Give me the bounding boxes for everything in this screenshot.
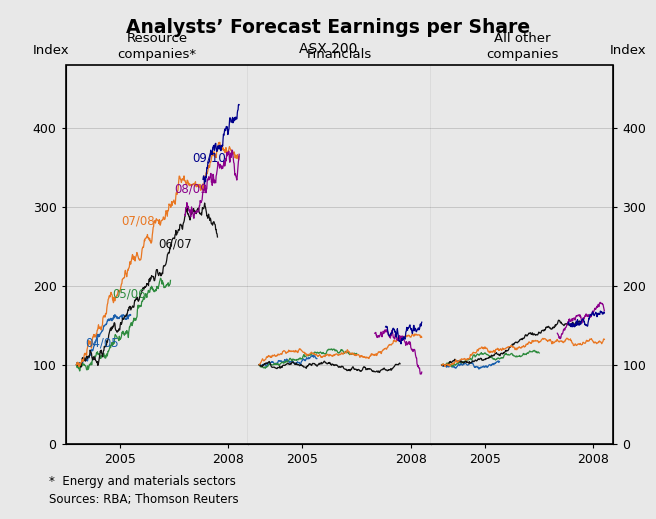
- Text: Index: Index: [609, 44, 646, 57]
- Text: ASX 200: ASX 200: [299, 42, 357, 56]
- Text: 05/06: 05/06: [113, 288, 146, 301]
- Text: Resource
companies*: Resource companies*: [117, 32, 196, 61]
- Text: All other
companies: All other companies: [486, 32, 558, 61]
- Text: Financials: Financials: [307, 48, 372, 61]
- Text: Sources: RBA; Thomson Reuters: Sources: RBA; Thomson Reuters: [49, 493, 239, 506]
- Text: Index: Index: [33, 44, 70, 57]
- Text: *  Energy and materials sectors: * Energy and materials sectors: [49, 475, 236, 488]
- Text: 07/08: 07/08: [121, 214, 155, 227]
- Text: Analysts’ Forecast Earnings per Share: Analysts’ Forecast Earnings per Share: [126, 18, 530, 37]
- Text: 08/09: 08/09: [174, 183, 208, 196]
- Text: 09/10: 09/10: [192, 151, 226, 164]
- Text: 06/07: 06/07: [158, 238, 192, 251]
- Text: 04/05: 04/05: [85, 337, 119, 350]
